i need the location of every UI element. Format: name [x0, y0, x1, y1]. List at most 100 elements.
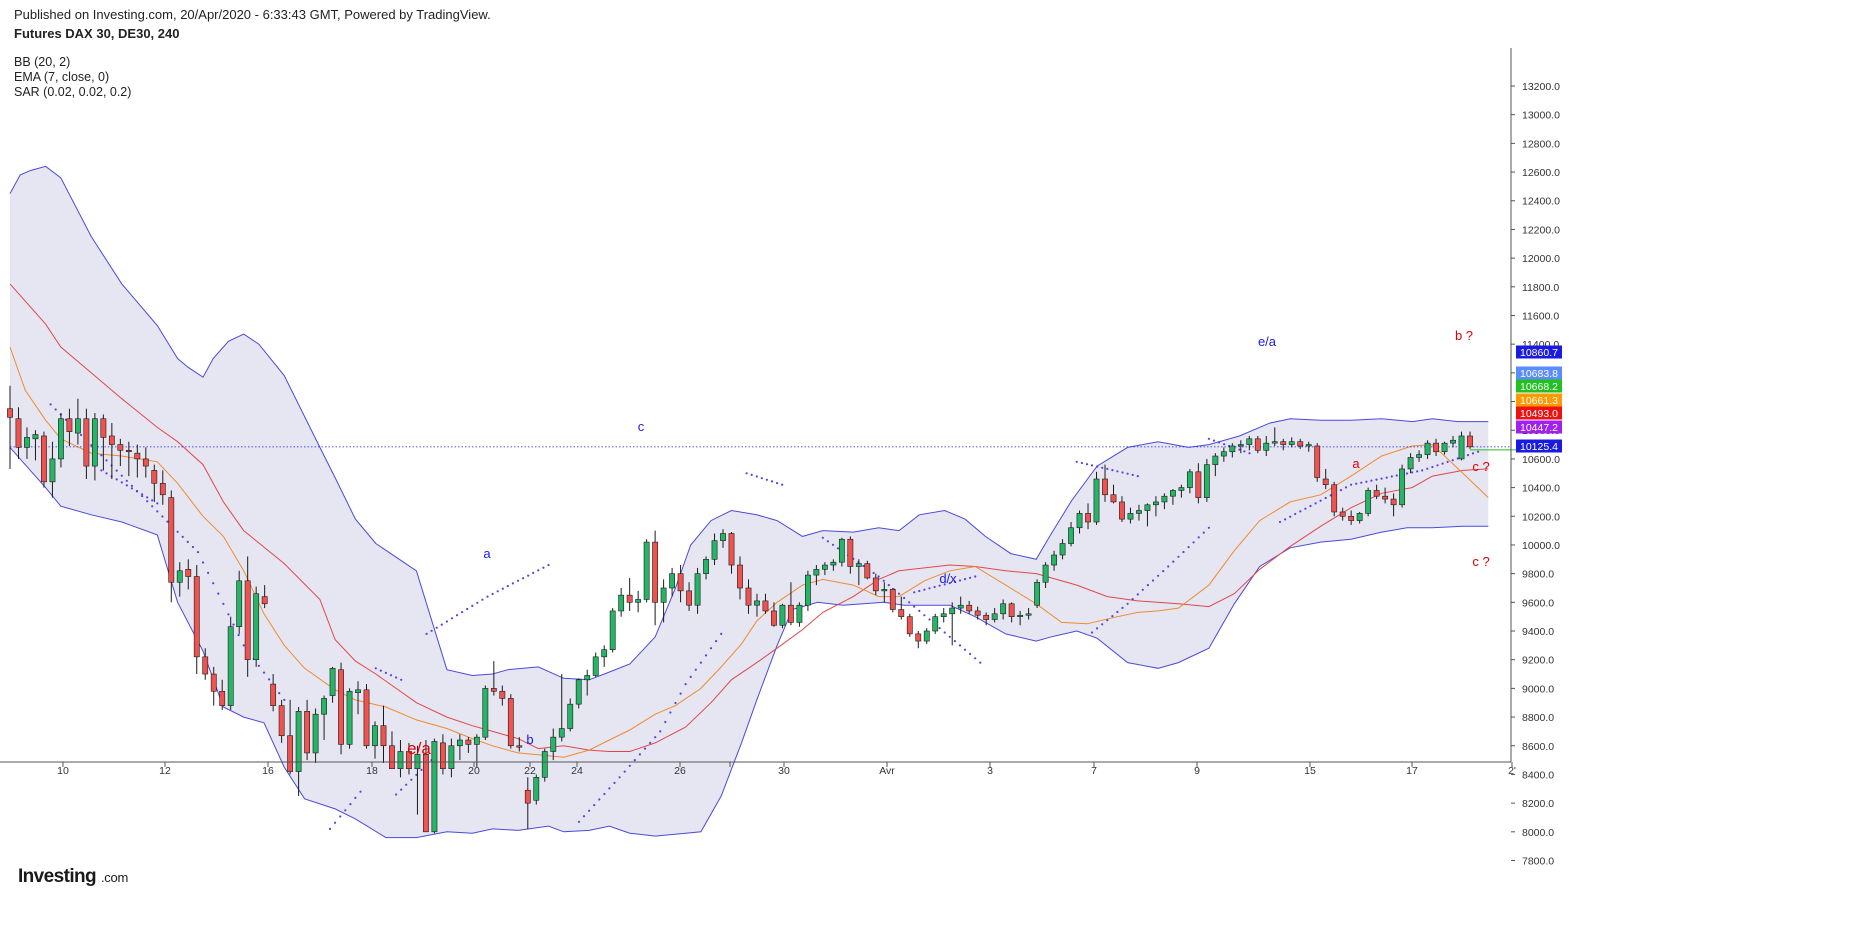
candle[interactable]	[762, 593, 769, 614]
candle[interactable]	[516, 737, 523, 752]
candle[interactable]	[253, 586, 260, 667]
candle[interactable]	[236, 570, 243, 634]
candle[interactable]	[304, 699, 310, 761]
candle[interactable]	[915, 631, 922, 649]
candle[interactable]	[1203, 458, 1210, 502]
candle[interactable]	[1068, 522, 1074, 547]
candle[interactable]	[499, 685, 506, 706]
candle[interactable]	[703, 556, 709, 580]
candle[interactable]	[1051, 550, 1057, 571]
candle[interactable]	[1178, 484, 1185, 498]
candle[interactable]	[1373, 484, 1380, 500]
candle[interactable]	[507, 694, 514, 749]
candle[interactable]	[1034, 579, 1040, 609]
candle[interactable]	[677, 565, 684, 603]
candle[interactable]	[49, 441, 56, 498]
indicator-legend-ema[interactable]: EMA (7, close, 0)	[14, 70, 109, 84]
candle[interactable]	[1093, 471, 1100, 525]
candle[interactable]	[983, 612, 990, 626]
candle[interactable]	[626, 577, 633, 611]
candle[interactable]	[7, 385, 13, 469]
candle[interactable]	[694, 567, 701, 614]
candle[interactable]	[906, 613, 913, 637]
candle[interactable]	[1433, 438, 1439, 457]
candle[interactable]	[1059, 539, 1066, 560]
candle[interactable]	[32, 430, 39, 461]
candle[interactable]	[1263, 435, 1270, 457]
candle[interactable]	[1280, 438, 1287, 451]
candle[interactable]	[1246, 435, 1253, 451]
candle[interactable]	[134, 444, 141, 478]
candle[interactable]	[635, 590, 642, 613]
candle[interactable]	[100, 414, 107, 471]
candle[interactable]	[923, 628, 930, 644]
candle[interactable]	[125, 441, 132, 477]
candle[interactable]	[745, 579, 752, 614]
candle[interactable]	[1288, 437, 1295, 448]
candle[interactable]	[966, 600, 973, 614]
candle[interactable]	[779, 603, 786, 629]
candle[interactable]	[1305, 441, 1312, 452]
candle[interactable]	[1424, 440, 1431, 459]
candle[interactable]	[847, 536, 854, 574]
candle[interactable]	[482, 685, 489, 741]
candle[interactable]	[397, 740, 404, 778]
candle[interactable]	[567, 698, 574, 732]
candle[interactable]	[1000, 599, 1007, 620]
candle[interactable]	[270, 674, 277, 712]
candle[interactable]	[372, 721, 378, 759]
candle[interactable]	[159, 470, 166, 505]
candle[interactable]	[108, 423, 115, 479]
candle[interactable]	[176, 562, 183, 597]
candle[interactable]	[202, 648, 209, 680]
candle[interactable]	[58, 413, 64, 468]
candle[interactable]	[1127, 507, 1134, 524]
candle[interactable]	[490, 661, 497, 696]
candle[interactable]	[193, 565, 200, 675]
candle[interactable]	[91, 413, 98, 481]
candle[interactable]	[575, 678, 582, 709]
candle[interactable]	[898, 596, 905, 620]
candle[interactable]	[1297, 438, 1304, 449]
candle[interactable]	[1008, 602, 1015, 623]
candle[interactable]	[41, 431, 47, 488]
candle[interactable]	[855, 559, 862, 586]
candle[interactable]	[805, 570, 811, 611]
candle[interactable]	[643, 539, 650, 603]
candle[interactable]	[788, 582, 794, 626]
candle[interactable]	[66, 408, 73, 446]
candle[interactable]	[974, 606, 981, 620]
candle[interactable]	[423, 740, 429, 833]
candle[interactable]	[75, 398, 81, 445]
candle[interactable]	[295, 707, 302, 796]
candle[interactable]	[15, 407, 22, 459]
candle[interactable]	[609, 608, 616, 653]
indicator-legend-bb[interactable]: BB (20, 2)	[14, 55, 70, 69]
candle[interactable]	[1161, 493, 1168, 510]
candle[interactable]	[550, 728, 557, 761]
candle[interactable]	[592, 652, 599, 677]
candle[interactable]	[168, 490, 175, 603]
candle[interactable]	[686, 582, 692, 611]
candle[interactable]	[1254, 435, 1261, 454]
candle[interactable]	[346, 688, 353, 749]
candle[interactable]	[210, 666, 217, 706]
candle[interactable]	[261, 585, 268, 609]
candle[interactable]	[1365, 487, 1372, 517]
indicator-legend-sar[interactable]: SAR (0.02, 0.02, 0.2)	[14, 85, 131, 99]
candle[interactable]	[1450, 435, 1456, 448]
candle[interactable]	[584, 669, 591, 696]
candle[interactable]	[940, 608, 947, 623]
candle[interactable]	[1042, 562, 1049, 588]
candle[interactable]	[1102, 464, 1108, 502]
candle[interactable]	[1186, 468, 1193, 494]
candle[interactable]	[618, 587, 625, 617]
candle[interactable]	[728, 532, 735, 574]
candle[interactable]	[533, 774, 540, 805]
candle[interactable]	[1144, 503, 1151, 527]
candle[interactable]	[737, 556, 743, 600]
candle[interactable]	[957, 596, 964, 614]
candle[interactable]	[1170, 489, 1176, 505]
candle[interactable]	[1076, 510, 1083, 534]
